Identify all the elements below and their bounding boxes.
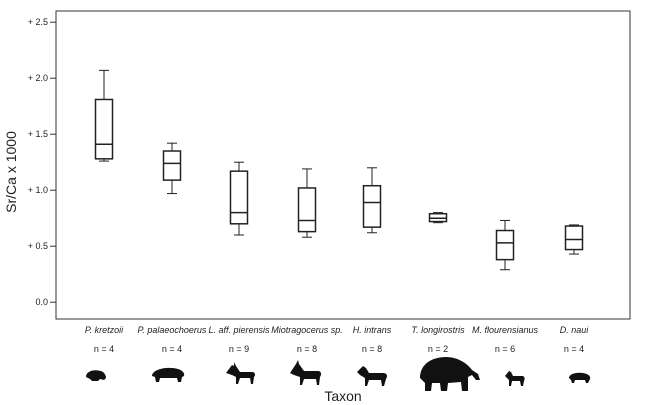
box-4 (297, 168, 317, 238)
bovid-silhouette-icon (290, 360, 322, 385)
sample-size-label: n = 4 (162, 344, 182, 354)
iqr-box (297, 187, 317, 233)
y-tick-label: + 0.5 (28, 241, 48, 251)
proboscidean-silhouette-icon (420, 357, 480, 391)
y-tick-label: + 1.5 (28, 129, 48, 139)
sample-size-label: n = 8 (362, 344, 382, 354)
y-tick-label: 0.0 (35, 297, 48, 307)
taxon-label: T. longirostris (411, 325, 465, 335)
box-1 (94, 69, 114, 162)
sample-size-label: n = 8 (297, 344, 317, 354)
x-axis-label: Taxon (324, 388, 361, 404)
small-deer-silhouette-icon (505, 371, 525, 386)
taxon-label: L. aff. pierensis (208, 325, 270, 335)
taxon-label: D. naui (560, 325, 590, 335)
sample-size-label: n = 6 (495, 344, 515, 354)
sample-size-label: n = 2 (428, 344, 448, 354)
y-tick-label: + 2.5 (28, 17, 48, 27)
iqr-box (94, 98, 114, 160)
y-axis-label: Sr/Ca x 1000 (3, 131, 19, 213)
box-8 (564, 224, 584, 255)
taxon-label: Miotragocerus sp. (271, 325, 343, 335)
rodent-silhouette-icon (86, 370, 106, 381)
antelope-silhouette-icon (226, 362, 256, 384)
y-tick-label: + 2.0 (28, 73, 48, 83)
small-mammal-silhouette-icon (569, 372, 591, 383)
taxon-label: M. flourensianus (472, 325, 539, 335)
plot-frame (55, 10, 631, 320)
taxon-label: P. kretzoii (85, 325, 124, 335)
box-7 (495, 219, 515, 271)
iqr-box (495, 229, 515, 261)
box-3 (229, 161, 249, 236)
sample-size-label: n = 4 (564, 344, 584, 354)
taxon-label: P. palaeochoerus (138, 325, 207, 335)
iqr-box (564, 225, 584, 251)
y-tick-label: + 1.0 (28, 185, 48, 195)
iqr-box (362, 184, 382, 228)
box-2 (162, 142, 182, 195)
suid-silhouette-icon (152, 367, 185, 382)
sample-size-label: n = 9 (229, 344, 249, 354)
horse-silhouette-icon (357, 366, 387, 386)
taxon-label: H. intrans (353, 325, 392, 335)
iqr-box (229, 170, 249, 225)
sample-size-label: n = 4 (94, 344, 114, 354)
iqr-box (162, 150, 182, 181)
box-6 (428, 212, 448, 224)
box-5 (362, 167, 382, 234)
